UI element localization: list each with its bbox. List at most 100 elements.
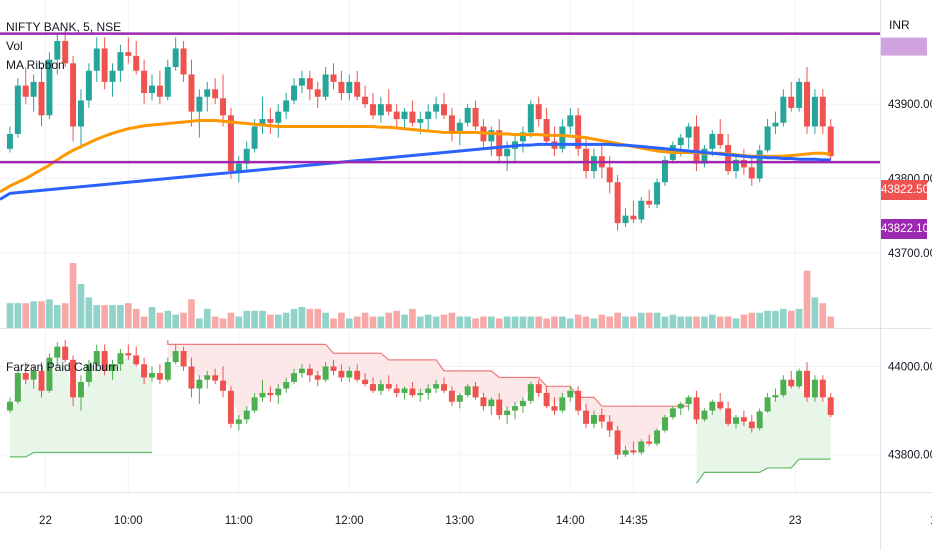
- candle-body: [725, 145, 732, 172]
- volume-bar: [46, 299, 53, 328]
- volume-bar: [14, 303, 22, 328]
- symbol-title[interactable]: NIFTY BANK, 5, NSE: [6, 20, 122, 34]
- volume-bar: [424, 314, 432, 328]
- indicator-candle-body: [306, 368, 313, 376]
- indicator-candle-body: [788, 379, 795, 387]
- indicator-candle-body: [204, 375, 211, 380]
- volume-bar: [701, 316, 708, 328]
- candle-body: [77, 100, 84, 127]
- volume-bar: [306, 308, 314, 328]
- volume-bar: [819, 303, 827, 328]
- indicator-candle-body: [251, 397, 258, 411]
- candle-body: [661, 159, 668, 183]
- indicator-candle-body: [583, 410, 590, 424]
- candle-body: [172, 48, 179, 68]
- candle-body: [220, 98, 227, 116]
- indicator-candle-body: [630, 450, 637, 453]
- candle-body: [409, 111, 416, 123]
- indicator-candle-body: [314, 375, 321, 380]
- indicator-candle-body: [567, 390, 574, 398]
- indicator-candle-body: [54, 346, 61, 358]
- candle-body: [362, 96, 369, 105]
- volume-bar: [440, 314, 448, 328]
- volume-bar: [211, 316, 219, 328]
- x-tick-label: 11:00: [225, 515, 253, 527]
- indicator-candle-body: [717, 401, 724, 409]
- candle-body: [377, 104, 384, 116]
- indicator-candle-body: [172, 351, 179, 363]
- volume-bar: [795, 308, 803, 328]
- volume-bar: [196, 318, 203, 328]
- indicator-candle-body: [291, 373, 298, 382]
- volume-bar: [748, 312, 756, 328]
- vol-legend[interactable]: Vol: [6, 39, 23, 53]
- candle-body: [164, 67, 171, 97]
- indicator-candle-body: [512, 406, 519, 411]
- indicator-candle-body: [369, 384, 376, 391]
- candle-body: [54, 41, 61, 60]
- indicator-candle-body: [220, 380, 227, 391]
- indicator-title[interactable]: Farzan Paid Caliburn: [6, 360, 119, 374]
- volume-bar: [716, 316, 724, 328]
- indicator-candle-body: [764, 397, 771, 412]
- x-tick-label: 12:00: [335, 515, 364, 527]
- volume-bars: [6, 263, 835, 328]
- currency-label: INR: [889, 18, 910, 32]
- candle-body: [527, 104, 534, 133]
- candle-body: [267, 119, 274, 123]
- bullish-band-line: [9, 451, 152, 458]
- candle-body: [496, 130, 503, 157]
- candle-body: [346, 81, 353, 94]
- x-tick-label: 13:00: [445, 515, 474, 527]
- volume-bar: [724, 316, 732, 328]
- indicator-candle-body: [472, 386, 479, 398]
- candle-body: [685, 126, 692, 138]
- indicator-candle-body: [180, 351, 187, 367]
- candle-body: [251, 126, 258, 149]
- candle-body: [748, 167, 755, 179]
- volume-bar: [606, 316, 614, 328]
- volume-bar: [511, 316, 519, 328]
- volume-bar: [519, 316, 527, 328]
- candle-body: [733, 159, 739, 172]
- candle-body: [804, 81, 811, 127]
- indicator-candle-body: [409, 388, 416, 396]
- candle-body: [85, 70, 92, 101]
- x-tick-label: 22: [39, 515, 52, 527]
- candle-body: [638, 200, 645, 220]
- indicator-candle-body: [133, 355, 140, 365]
- candle-body: [306, 78, 313, 90]
- level-price-tag: 43822.10: [881, 219, 929, 239]
- volume-bar: [53, 305, 61, 328]
- volume-bar: [235, 316, 243, 328]
- volume-bar: [764, 310, 771, 328]
- volume-bar: [101, 305, 108, 328]
- candle-body: [275, 111, 282, 123]
- indicator-candle-body: [480, 397, 487, 407]
- candle-body: [614, 182, 621, 224]
- volume-bar: [77, 284, 85, 328]
- indicator-candle-body: [330, 366, 337, 371]
- indicator-candle-body: [259, 392, 266, 398]
- candle-body: [204, 89, 211, 97]
- candle-body: [811, 96, 818, 127]
- indicator-candle-body: [606, 421, 613, 431]
- candle-body: [756, 150, 763, 179]
- ma-ribbon-legend[interactable]: MA Ribbon: [6, 58, 65, 72]
- candle-body: [646, 200, 653, 205]
- volume-bar: [227, 312, 235, 328]
- volume-bar: [590, 318, 598, 328]
- candle-body: [369, 104, 376, 116]
- volume-bar: [740, 314, 748, 328]
- volume-bar: [535, 316, 543, 328]
- indicator-candle-body: [638, 441, 645, 453]
- indicator-candle-body: [661, 417, 668, 431]
- bullish-band-fill: [696, 386, 831, 484]
- indicator-candle-body: [354, 370, 361, 380]
- candle-body: [677, 137, 684, 146]
- volume-bar: [432, 316, 440, 328]
- indicator-candle-body: [70, 359, 77, 398]
- volume-bar: [488, 316, 495, 328]
- indicator-candle-body: [804, 370, 811, 398]
